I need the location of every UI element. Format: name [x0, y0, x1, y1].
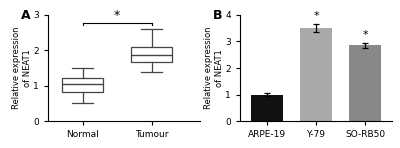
Text: *: *: [114, 9, 120, 22]
Y-axis label: Relative expression
of NEAT1: Relative expression of NEAT1: [204, 27, 224, 109]
Text: *: *: [362, 30, 368, 40]
Bar: [251, 95, 283, 121]
Text: A: A: [21, 9, 30, 22]
Text: *: *: [313, 11, 319, 21]
PathPatch shape: [131, 47, 172, 62]
PathPatch shape: [62, 78, 103, 92]
Bar: [300, 28, 332, 121]
Y-axis label: Relative expression
of NEAT1: Relative expression of NEAT1: [12, 27, 32, 109]
Bar: [349, 45, 381, 121]
Text: B: B: [213, 9, 222, 22]
